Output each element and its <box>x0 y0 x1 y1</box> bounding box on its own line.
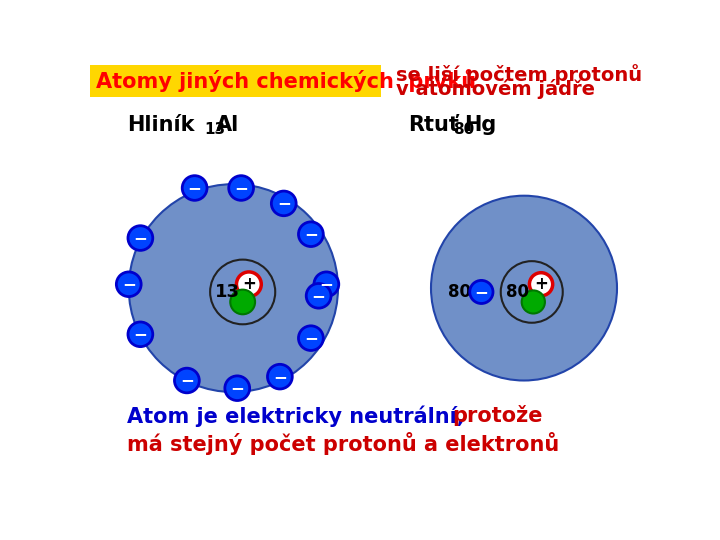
Text: protože: protože <box>453 406 543 427</box>
Circle shape <box>225 376 250 401</box>
Text: −: − <box>273 368 287 386</box>
Circle shape <box>469 280 493 303</box>
Text: 80: 80 <box>506 283 529 301</box>
Bar <box>90 65 381 97</box>
Circle shape <box>117 272 141 296</box>
Circle shape <box>128 226 153 251</box>
Circle shape <box>267 364 292 389</box>
Circle shape <box>129 184 338 392</box>
Text: 80: 80 <box>449 283 472 301</box>
Circle shape <box>522 291 545 314</box>
Circle shape <box>229 176 253 200</box>
Circle shape <box>299 326 323 350</box>
Text: −: − <box>188 179 202 197</box>
Text: Al: Al <box>216 115 240 135</box>
Text: −: − <box>474 283 488 301</box>
Text: 13: 13 <box>204 122 226 137</box>
Circle shape <box>431 195 617 381</box>
Text: −: − <box>276 194 291 212</box>
Text: −: − <box>304 329 318 347</box>
Text: Rtuť: Rtuť <box>408 115 459 135</box>
Circle shape <box>306 284 331 308</box>
Text: −: − <box>304 225 318 243</box>
Circle shape <box>128 322 153 347</box>
Text: Atomy jiných chemických  prvků: Atomy jiných chemických prvků <box>96 70 477 92</box>
Text: +: + <box>242 275 256 293</box>
Text: −: − <box>234 179 248 197</box>
Circle shape <box>230 289 255 314</box>
Circle shape <box>529 273 553 296</box>
Circle shape <box>271 191 296 215</box>
Text: 13: 13 <box>215 283 240 301</box>
Text: Hg: Hg <box>464 115 497 135</box>
Circle shape <box>174 368 199 393</box>
Circle shape <box>182 176 207 200</box>
Text: −: − <box>230 379 244 397</box>
Text: −: − <box>133 325 148 343</box>
Text: Hliník: Hliník <box>127 115 194 135</box>
Text: −: − <box>320 275 333 293</box>
Text: −: − <box>133 229 148 247</box>
Text: v atomovém jádře: v atomovém jádře <box>396 79 595 99</box>
Circle shape <box>236 272 261 296</box>
Text: 80: 80 <box>453 122 474 137</box>
Text: −: − <box>180 372 194 389</box>
Circle shape <box>299 222 323 247</box>
Text: Atom je elektricky neutrální,: Atom je elektricky neutrální, <box>127 405 465 427</box>
Text: má stejný počet protonů a elektronů: má stejný počet protonů a elektronů <box>127 432 559 455</box>
Text: −: − <box>122 275 135 293</box>
Text: −: − <box>312 287 325 305</box>
Text: se liší počtem protonů: se liší počtem protonů <box>396 64 642 85</box>
Circle shape <box>314 272 339 296</box>
Text: +: + <box>534 275 548 293</box>
